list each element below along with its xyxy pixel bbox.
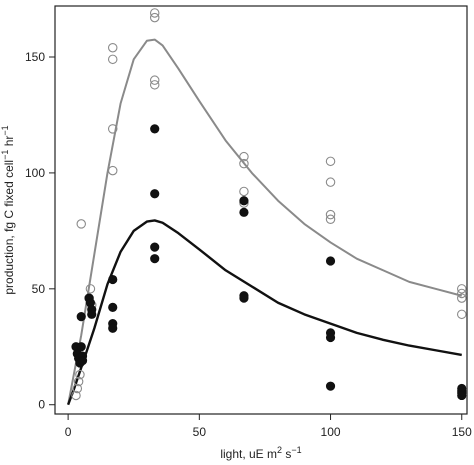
data-point-filled	[150, 124, 160, 134]
y-axis-label-superscript-2: −1	[0, 125, 10, 135]
data-point-open	[456, 284, 467, 294]
data-point-filled	[77, 356, 88, 366]
y-axis-label-middle: hr	[2, 136, 16, 150]
data-point-open	[325, 209, 336, 220]
fitted-curve-open-circles	[67, 38, 463, 405]
data-point-open	[456, 288, 467, 299]
y-axis-label-superscript-1: −1	[0, 150, 10, 160]
plot-border	[54, 5, 468, 415]
data-point-open	[456, 293, 467, 303]
data-point-open	[325, 214, 336, 225]
y-tick-label: 50	[32, 282, 46, 296]
data-point-filled	[76, 312, 86, 322]
data-point-filled	[150, 189, 160, 199]
y-tick-label: 150	[25, 50, 45, 64]
x-axis-label-superscript-1: 2	[277, 445, 282, 455]
data-point-filled	[76, 342, 86, 352]
data-point-open	[73, 376, 84, 387]
data-point-open	[456, 309, 467, 320]
x-axis-label-middle: s	[282, 447, 291, 461]
data-point-filled	[239, 293, 249, 303]
data-point-filled	[150, 242, 160, 252]
y-axis-label-main: production, fg C fixed cell	[2, 160, 16, 295]
data-point-open	[72, 383, 83, 394]
fitted-curve-filled-circles	[66, 219, 462, 406]
fitted-curves	[66, 38, 463, 406]
data-point-filled	[108, 302, 118, 312]
data-point-filled	[325, 381, 336, 391]
data-point-open	[76, 219, 86, 229]
data-point-open	[149, 12, 160, 23]
data-point-open	[149, 80, 160, 90]
y-tick-label: 0	[38, 398, 45, 412]
data-point-open	[107, 165, 118, 176]
x-tick-label: 100	[321, 425, 341, 439]
data-point-open	[239, 186, 249, 197]
x-axis-label-main: light, uE m	[220, 447, 277, 461]
y-tick-label: 100	[25, 166, 45, 180]
data-point-filled	[150, 254, 160, 264]
data-point-filled	[457, 390, 467, 401]
plot-frame	[54, 5, 468, 415]
data-point-open	[85, 284, 96, 294]
data-point-open	[149, 75, 160, 85]
data-point-filled	[108, 323, 118, 333]
data-point-filled	[239, 207, 249, 217]
data-point-open	[75, 369, 85, 380]
data-point-open	[149, 8, 160, 18]
data-point-filled	[108, 274, 118, 285]
data-point-open	[239, 158, 249, 169]
x-tick-label: 150	[452, 425, 472, 439]
x-axis: 0 50 100 150	[65, 414, 472, 439]
data-point-open	[107, 54, 118, 65]
data-point-filled	[239, 196, 249, 206]
data-point-open	[71, 390, 81, 401]
x-tick-label: 50	[193, 425, 207, 439]
y-axis-label: production, fg C fixed cell−1 hr−1	[0, 125, 16, 294]
data-point-filled	[325, 256, 336, 266]
data-point-open	[325, 177, 336, 187]
data-point-open	[239, 151, 249, 162]
y-axis: 0 50 100 150	[25, 50, 55, 412]
x-axis-label-superscript-2: −1	[291, 445, 301, 455]
x-tick-label: 0	[65, 425, 72, 439]
x-axis-label: light, uE m2 s−1	[220, 445, 301, 461]
data-points	[71, 8, 467, 401]
data-point-open	[107, 124, 118, 134]
data-point-open	[107, 42, 118, 53]
data-point-filled	[325, 332, 336, 343]
data-point-filled	[87, 309, 97, 319]
data-point-open	[325, 156, 336, 167]
